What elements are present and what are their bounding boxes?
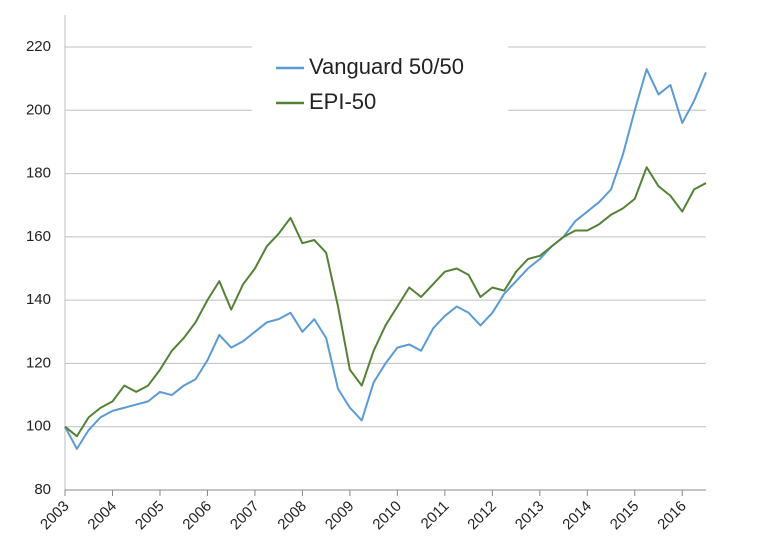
x-tick-label: 2003 — [37, 498, 73, 534]
x-tick-label: 2011 — [418, 498, 453, 533]
x-tick-label: 2013 — [512, 498, 548, 534]
y-tick-label: 140 — [26, 291, 51, 308]
x-tick-label: 2010 — [369, 498, 405, 534]
x-tick-label: 2009 — [322, 498, 358, 534]
series-line — [64, 166, 707, 438]
legend-label: EPI-50 — [309, 89, 376, 114]
y-tick-label: 80 — [34, 481, 51, 498]
y-tick-label: 100 — [26, 418, 51, 435]
y-tick-label: 120 — [26, 354, 51, 371]
x-tick-label: 2006 — [179, 498, 215, 534]
y-tick-label: 160 — [26, 228, 51, 245]
x-tick-label: 2008 — [274, 498, 310, 534]
y-tick-label: 200 — [26, 101, 51, 118]
x-tick-label: 2004 — [84, 498, 120, 534]
y-tick-label: 180 — [26, 165, 51, 182]
series-line — [64, 68, 707, 450]
x-tick-label: 2005 — [132, 498, 168, 534]
x-tick-label: 2014 — [559, 498, 595, 534]
x-tick-label: 2015 — [607, 498, 643, 534]
x-tick-label: 2007 — [227, 498, 263, 534]
x-tick-label: 2012 — [464, 498, 500, 534]
legend-label: Vanguard 50/50 — [309, 54, 464, 79]
legend-box — [252, 28, 508, 123]
x-tick-label: 2016 — [654, 498, 690, 534]
y-tick-label: 220 — [26, 38, 51, 55]
